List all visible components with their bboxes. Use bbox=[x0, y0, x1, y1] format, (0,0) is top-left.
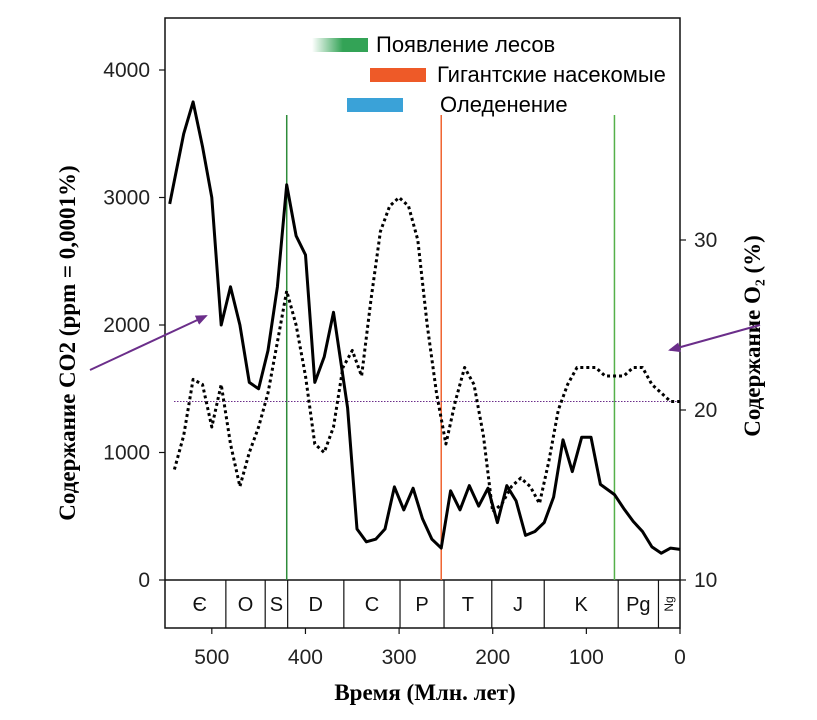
o2-series-line bbox=[172, 196, 680, 514]
period-label: Є bbox=[192, 594, 206, 616]
period-label: Pg bbox=[626, 594, 650, 616]
y-left-tick-label: 4000 bbox=[103, 59, 150, 82]
period-label: K bbox=[575, 594, 589, 616]
period-label: O bbox=[238, 594, 254, 616]
y-right-tick-label: 10 bbox=[694, 569, 717, 592]
y-left-tick-label: 1000 bbox=[103, 442, 150, 465]
legend-swatch bbox=[347, 98, 403, 112]
legend-label: Оледенение bbox=[440, 92, 568, 117]
x-axis-title: Время (Млн. лет) bbox=[334, 680, 515, 705]
period-label: C bbox=[365, 594, 379, 616]
legend-label: Появление лесов bbox=[376, 32, 555, 57]
y-right-tick-label: 20 bbox=[694, 399, 717, 422]
period-label: S bbox=[270, 594, 283, 616]
y-right-tick-label: 30 bbox=[694, 229, 717, 252]
period-label: J bbox=[513, 594, 523, 616]
period-label: D bbox=[309, 594, 323, 616]
y-left-tick-label: 3000 bbox=[103, 187, 150, 210]
y-left-tick-label: 0 bbox=[138, 569, 150, 592]
y-left-tick-label: 2000 bbox=[103, 314, 150, 337]
legend-swatch bbox=[312, 38, 368, 52]
period-label: P bbox=[415, 594, 428, 616]
co2-pointer-arrow bbox=[89, 315, 208, 371]
x-tick-label: 0 bbox=[674, 646, 686, 669]
o2-pointer-arrow bbox=[668, 324, 761, 353]
plot-frame bbox=[164, 17, 681, 629]
period-label: T bbox=[462, 594, 474, 616]
x-tick-label: 500 bbox=[194, 646, 229, 669]
y-right-axis-title: Содержание O₂ (%) bbox=[740, 235, 765, 437]
period-label: Ng bbox=[662, 596, 676, 611]
legend-label: Гигантские насекомые bbox=[437, 62, 666, 87]
co2-series-line bbox=[168, 100, 681, 555]
y-left-axis-title: Содержание CO2 (ppm = 0,0001%) bbox=[55, 165, 80, 520]
x-tick-label: 400 bbox=[288, 646, 323, 669]
x-tick-label: 200 bbox=[475, 646, 510, 669]
x-tick-label: 300 bbox=[382, 646, 417, 669]
legend-swatch bbox=[370, 68, 426, 82]
x-tick-label: 100 bbox=[569, 646, 604, 669]
